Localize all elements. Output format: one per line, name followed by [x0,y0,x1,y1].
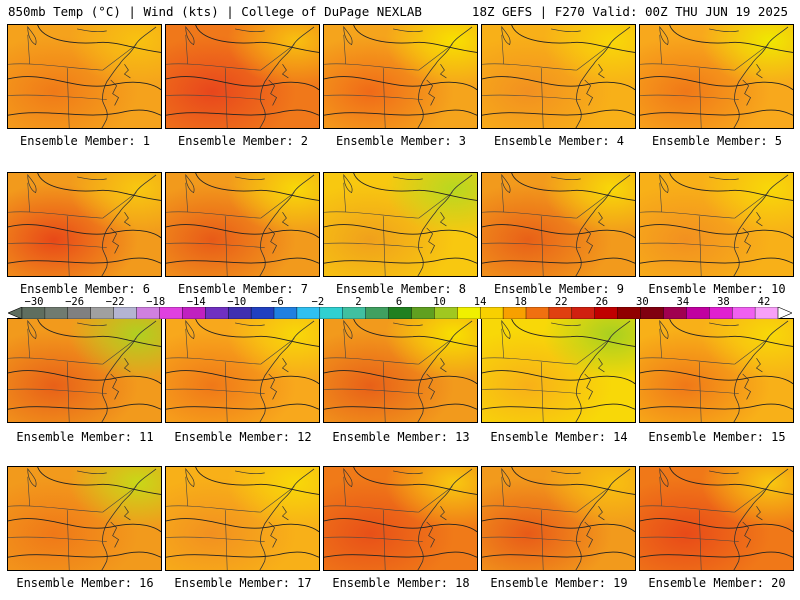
ensemble-map-2 [165,24,320,129]
ensemble-member-label: Ensemble Member: 7 [177,282,309,296]
colorbar-segment [90,307,115,319]
colorbar-segment [571,307,596,319]
colorbar-segment [182,307,206,319]
ensemble-map-3 [323,24,478,129]
colorbar-segment [731,307,756,319]
ensemble-map-20 [639,466,794,571]
ensemble-map-10 [639,172,794,277]
colorbar-segment [617,307,642,319]
ensemble-map-11 [7,318,162,423]
model-valid-time: 18Z GEFS | F270 Valid: 00Z THU JUN 19 20… [471,4,788,19]
colorbar-tick-label: 22 [554,296,568,308]
colorbar-arrow-right [777,307,792,319]
ensemble-member-label: Ensemble Member: 12 [174,430,312,444]
colorbar-tick-label: −2 [311,296,325,308]
colorbar-segment [67,307,92,319]
ensemble-map-6 [7,172,162,277]
colorbar-segment [136,307,160,319]
ensemble-member-label: Ensemble Member: 6 [19,282,151,296]
ensemble-map-18 [323,466,478,571]
colorbar-segment [296,307,321,319]
colorbar-segment [273,307,298,319]
ensemble-member-label: Ensemble Member: 10 [648,282,786,296]
ensemble-member-label: Ensemble Member: 18 [332,576,470,590]
colorbar-tick-label: 18 [514,296,527,308]
colorbar-tick-label: 10 [433,296,446,308]
colorbar-segment [479,307,504,319]
colorbar-segment [21,307,46,319]
colorbar-segment [388,307,412,319]
colorbar-segment [159,307,183,319]
colorbar-segment [205,307,229,319]
ensemble-member-label: Ensemble Member: 5 [651,134,783,148]
colorbar-segment [365,307,390,319]
colorbar-segment [663,307,687,319]
ensemble-member-label: Ensemble Member: 8 [335,282,467,296]
colorbar-tick-label: −18 [146,296,166,308]
colorbar-tick-label: 14 [473,296,487,308]
ensemble-map-7 [165,172,320,277]
colorbar-segment [525,307,550,319]
ensemble-member-label: Ensemble Member: 1 [19,134,151,148]
colorbar-tick-label: 2 [355,296,362,308]
colorbar-tick-label: 38 [717,296,730,308]
colorbar-segment [754,307,779,319]
ensemble-member-label: Ensemble Member: 13 [332,430,470,444]
ensemble-member-label: Ensemble Member: 4 [493,134,625,148]
colorbar-segment [227,307,252,319]
colorbar-tick-label: 42 [757,296,771,308]
ensemble-member-label: Ensemble Member: 17 [174,576,312,590]
ensemble-member-label: Ensemble Member: 19 [490,576,628,590]
ensemble-map-12 [165,318,320,423]
colorbar-tick-label: −30 [24,296,44,308]
ensemble-map-15 [639,318,794,423]
ensemble-map-8 [323,172,478,277]
colorbar-tick-label: −22 [105,296,125,308]
colorbar-segment [594,307,619,319]
ensemble-member-label: Ensemble Member: 11 [16,430,154,444]
ensemble-map-19 [481,466,636,571]
ensemble-map-16 [7,466,162,571]
ensemble-member-label: Ensemble Member: 3 [335,134,467,148]
ensemble-map-1 [7,24,162,129]
colorbar-segment [342,307,367,319]
ensemble-map-13 [323,318,478,423]
ensemble-member-label: Ensemble Member: 14 [490,430,628,444]
ensemble-map-4 [481,24,636,129]
colorbar-tick-label: 34 [676,296,690,308]
colorbar-segment [434,307,458,319]
colorbar-segment [457,307,481,319]
colorbar-segment [113,307,138,319]
colorbar-tick-label: 6 [395,296,403,308]
ensemble-member-label: Ensemble Member: 9 [493,282,625,296]
colorbar-tick-label: −6 [271,296,284,308]
ensemble-member-label: Ensemble Member: 16 [16,576,154,590]
ensemble-map-14 [481,318,636,423]
ensemble-map-9 [481,172,636,277]
colorbar-tick-label: −14 [186,296,206,308]
colorbar-segment [411,307,435,319]
colorbar-segment [44,307,69,319]
colorbar-tick-label: 30 [636,296,649,308]
colorbar-segment [250,307,275,319]
ensemble-member-label: Ensemble Member: 2 [177,134,309,148]
map-title: 850mb Temp (°C) | Wind (kts) | College o… [8,4,422,19]
colorbar-segment [319,307,344,319]
colorbar-tick-label: 26 [595,296,609,308]
ensemble-map-5 [639,24,794,129]
colorbar-segment [709,307,733,319]
colorbar-arrow-left [8,307,23,319]
colorbar-segment [686,307,710,319]
ensemble-member-label: Ensemble Member: 15 [648,430,786,444]
ensemble-map-17 [165,466,320,571]
ensemble-member-label: Ensemble Member: 20 [648,576,786,590]
temperature-colorbar [8,307,792,319]
colorbar-tick-label: −26 [65,296,85,308]
colorbar-segment [640,307,664,319]
colorbar-tick-label: −10 [227,296,247,308]
colorbar-segment [548,307,573,319]
colorbar-segment [502,307,527,319]
